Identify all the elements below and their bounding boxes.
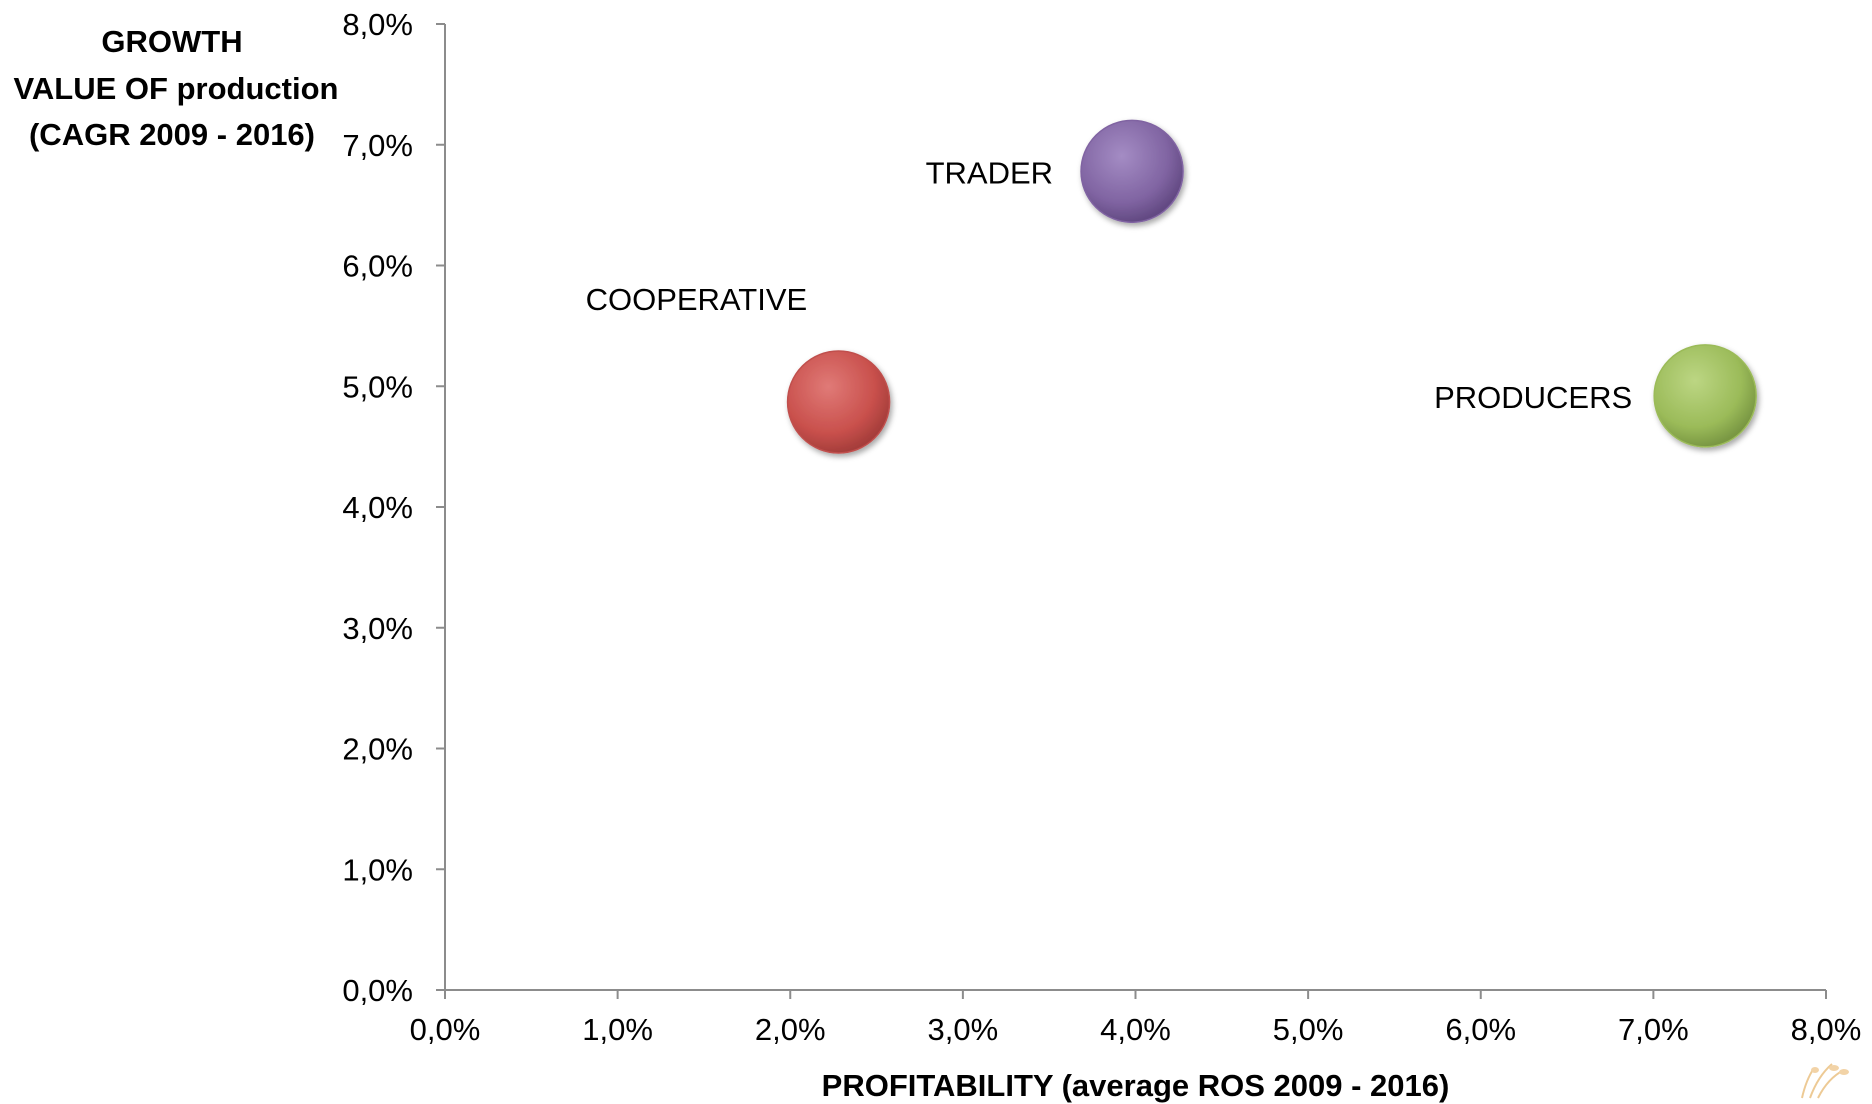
x-tick-label: 7,0% xyxy=(1618,1012,1689,1047)
y-axis-title-line: GROWTH xyxy=(101,24,242,59)
y-tick-label: 7,0% xyxy=(342,128,413,163)
y-axis-title: GROWTH VALUE OF production (CAGR 2009 - 20… xyxy=(14,24,339,152)
y-tick-label: 0,0% xyxy=(342,973,413,1008)
x-tick-label: 6,0% xyxy=(1445,1012,1516,1047)
x-axis-title-group: PROFITABILITY (average ROS 2009 - 2016) xyxy=(822,1068,1450,1103)
bubble-producers xyxy=(1653,344,1757,448)
x-tick-label: 4,0% xyxy=(1100,1012,1171,1047)
point-label-producers: PRODUCERS xyxy=(1434,380,1632,415)
y-tick-label: 6,0% xyxy=(342,249,413,284)
x-tick-label: 8,0% xyxy=(1791,1012,1862,1047)
x-tick-label: 2,0% xyxy=(755,1012,826,1047)
y-tick-label: 2,0% xyxy=(342,732,413,767)
y-tick-label: 1,0% xyxy=(342,852,413,887)
bubble-trader xyxy=(1080,119,1184,224)
y-tick-label: 8,0% xyxy=(342,7,413,42)
y-tick-label: 4,0% xyxy=(342,490,413,525)
x-tick-label: 3,0% xyxy=(928,1012,999,1047)
y-tick-label: 5,0% xyxy=(342,369,413,404)
data-points xyxy=(786,119,1757,454)
x-tick-label: 5,0% xyxy=(1273,1012,1344,1047)
bubble-cooperative xyxy=(786,350,891,454)
y-axis-title-line: VALUE OF production xyxy=(14,71,339,106)
point-label-cooperative: COOPERATIVE xyxy=(586,282,808,317)
y-ticks: 0,0% 1,0% 2,0% 3,0% 4,0% 5,0% 6,0% 7,0% 8,0% xyxy=(342,7,445,1008)
y-axis-title-line: (CAGR 2009 - 2016) xyxy=(29,117,315,152)
x-ticks: 0,0% 1,0% 2,0% 3,0% 4,0% 5,0% 6,0% 7,0% 8,0% xyxy=(410,990,1862,1047)
y-tick-label: 3,0% xyxy=(342,611,413,646)
point-labels: COOPERATIVE TRADER PRODUCERS xyxy=(586,155,1633,415)
x-axis-title: PROFITABILITY (average ROS 2009 - 2016) xyxy=(822,1068,1450,1103)
x-tick-label: 0,0% xyxy=(410,1012,481,1047)
wheat-logo-icon xyxy=(1801,1063,1849,1099)
x-tick-label: 1,0% xyxy=(582,1012,653,1047)
point-label-trader: TRADER xyxy=(926,155,1053,190)
